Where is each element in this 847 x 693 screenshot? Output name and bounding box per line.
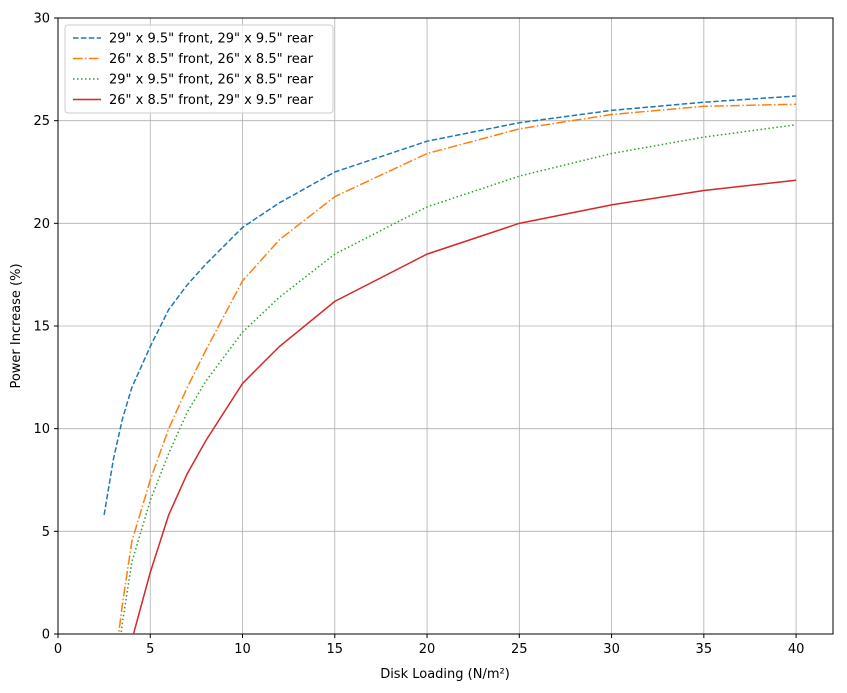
legend-label: 29" x 9.5" front, 26" x 8.5" rear [109,73,314,88]
legend-label: 26" x 8.5" front, 26" x 8.5" rear [109,52,314,67]
series-line [120,124,797,634]
legend-label: 26" x 8.5" front, 29" x 9.5" rear [109,93,314,108]
legend-box [64,24,334,114]
x-tick-label: 25 [511,642,528,657]
plot-frame [57,17,834,635]
x-tick-label: 40 [788,642,805,657]
y-tick-label: 0 [42,628,50,643]
legend: 29" x 9.5" front, 29" x 9.5" rear 26" x 8… [64,24,334,114]
y-tick-label: 10 [33,422,50,437]
y-tick-label: 15 [33,320,50,335]
series-line [132,179,797,634]
y-tick-label: 5 [42,525,50,540]
x-tick-label: 30 [603,642,620,657]
x-tick-label: 35 [696,642,713,657]
x-tick-label: 15 [327,642,344,657]
y-tick-label: 25 [33,114,50,129]
legend-label: 29" x 9.5" front, 29" x 9.5" rear [109,32,314,47]
x-axis-label: Disk Loading (N/m²) [380,667,510,682]
series-line [103,95,797,516]
x-tick-label: 0 [54,642,62,657]
y-tick-label: 20 [33,217,50,232]
y-axis-label: Power Increase (%) [9,263,24,388]
x-tick-label: 10 [234,642,251,657]
x-tick-label: 5 [146,642,154,657]
y-tick-label: 30 [33,12,50,27]
x-tick-label: 20 [419,642,436,657]
series-line [117,103,797,634]
